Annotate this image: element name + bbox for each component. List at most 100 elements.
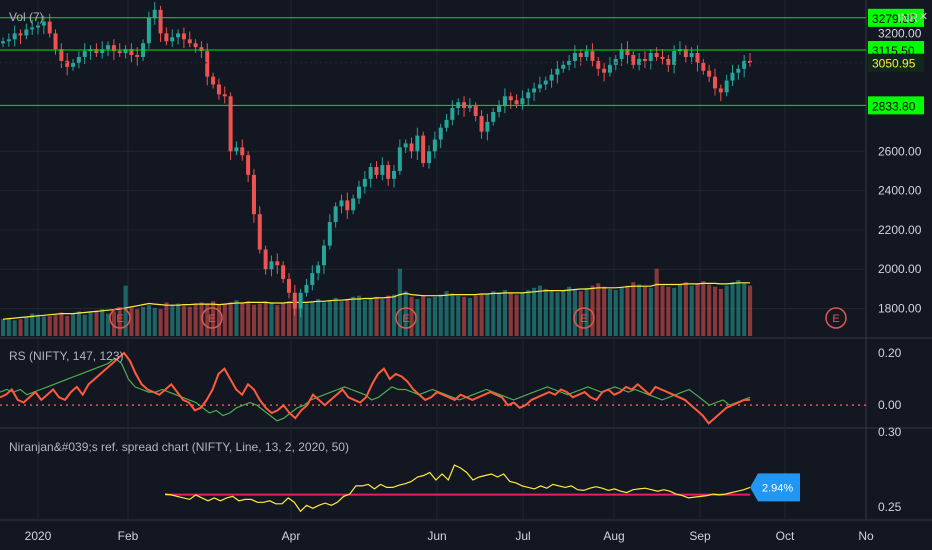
spread-tick-label: 0.25 bbox=[878, 500, 902, 514]
candle-body bbox=[316, 265, 321, 274]
volume-bar bbox=[234, 300, 239, 336]
candle-body bbox=[216, 84, 221, 95]
volume-bar bbox=[12, 320, 17, 336]
candle-body bbox=[222, 94, 227, 97]
volume-bar bbox=[327, 300, 332, 336]
candle-body bbox=[246, 155, 251, 175]
rs-ma-line bbox=[0, 357, 751, 422]
time-tick-label: Aug bbox=[603, 529, 624, 543]
volume-bar bbox=[427, 297, 432, 336]
candle-body bbox=[193, 43, 198, 48]
candle-body bbox=[392, 170, 397, 179]
volume-bar bbox=[263, 301, 268, 336]
volume-bar bbox=[53, 314, 58, 336]
candle-body bbox=[59, 49, 64, 61]
volume-bar bbox=[467, 297, 472, 336]
candle-body bbox=[356, 186, 361, 199]
candle-body bbox=[718, 88, 723, 93]
candle-body bbox=[590, 51, 595, 61]
candle-body bbox=[135, 55, 140, 57]
candle-body bbox=[654, 53, 659, 57]
earnings-event-label: E bbox=[208, 313, 215, 325]
volume-bar bbox=[129, 308, 134, 336]
candle-body bbox=[742, 60, 747, 69]
close-icon[interactable]: ✕ bbox=[918, 11, 928, 23]
candle-body bbox=[82, 51, 87, 57]
volume-bar bbox=[403, 291, 408, 336]
candle-body bbox=[257, 214, 262, 250]
candle-body bbox=[415, 135, 420, 152]
volume-bar bbox=[71, 313, 76, 336]
price-tick-label: 3200.00 bbox=[878, 26, 922, 40]
candle-body bbox=[689, 53, 694, 57]
candle-body bbox=[94, 49, 99, 54]
price-pane-title: Vol (7) bbox=[9, 10, 44, 24]
volume-bar bbox=[677, 284, 683, 336]
volume-bar bbox=[712, 286, 718, 336]
volume-bar bbox=[508, 293, 513, 336]
candle-body bbox=[146, 17, 151, 44]
candle-body bbox=[701, 62, 706, 71]
volume-bar bbox=[281, 303, 286, 336]
candle-body bbox=[724, 80, 729, 93]
candle-body bbox=[228, 96, 233, 152]
volume-bar bbox=[374, 296, 379, 336]
candle-body bbox=[543, 80, 548, 85]
rs-pane-title: RS (NIFTY, 147, 123) bbox=[9, 349, 124, 363]
candle-body bbox=[123, 49, 128, 54]
candle-body bbox=[170, 37, 175, 42]
time-tick-label: Jul bbox=[515, 529, 530, 543]
candle-body bbox=[6, 39, 11, 42]
candle-body bbox=[561, 64, 566, 69]
spread-value-label: 2.94% bbox=[762, 482, 793, 494]
candle-body bbox=[537, 84, 542, 89]
volume-bar bbox=[502, 290, 507, 336]
time-tick-label: Apr bbox=[282, 529, 301, 543]
volume-bar bbox=[561, 290, 566, 336]
candle-body bbox=[648, 53, 653, 61]
volume-bar bbox=[24, 316, 29, 336]
candle-body bbox=[637, 58, 642, 65]
candle-body bbox=[263, 249, 268, 270]
volume-bar bbox=[619, 287, 624, 336]
volume-bar bbox=[321, 302, 327, 336]
volume-bar bbox=[602, 286, 607, 336]
volume-bar bbox=[432, 296, 437, 336]
candle-body bbox=[683, 49, 688, 57]
candle-body bbox=[526, 92, 531, 99]
volume-bar bbox=[123, 285, 128, 336]
candle-body bbox=[619, 49, 624, 59]
candle-body bbox=[672, 51, 677, 65]
candle-body bbox=[374, 167, 379, 175]
candle-body bbox=[485, 121, 490, 132]
candle-body bbox=[339, 200, 344, 207]
volume-bar bbox=[345, 299, 350, 336]
candle-body bbox=[205, 51, 210, 77]
volume-bar bbox=[631, 282, 636, 336]
candle-body bbox=[76, 56, 81, 63]
candle-body bbox=[380, 165, 385, 175]
volume-bar bbox=[392, 294, 397, 336]
earnings-event-icon bbox=[109, 307, 131, 329]
volume-bar bbox=[625, 285, 630, 336]
candle-body bbox=[386, 165, 391, 179]
volume-bar bbox=[106, 313, 111, 336]
volume-bar bbox=[537, 285, 542, 336]
candle-body bbox=[176, 33, 181, 38]
volume-bar bbox=[397, 268, 402, 336]
volume-bar bbox=[1, 319, 6, 336]
candle-body bbox=[450, 108, 455, 120]
candle-body bbox=[479, 115, 484, 132]
candle-body bbox=[631, 55, 636, 65]
volume-bar bbox=[520, 292, 525, 336]
volume-bar bbox=[181, 305, 186, 336]
candle-body bbox=[748, 60, 752, 63]
candle-body bbox=[234, 147, 239, 152]
volume-bar bbox=[707, 284, 712, 336]
level-price-label: 2833.80 bbox=[872, 99, 916, 113]
earnings-event-icon bbox=[201, 307, 223, 329]
candle-body bbox=[695, 53, 700, 63]
volume-bar bbox=[596, 283, 601, 336]
candle-body bbox=[30, 27, 35, 30]
